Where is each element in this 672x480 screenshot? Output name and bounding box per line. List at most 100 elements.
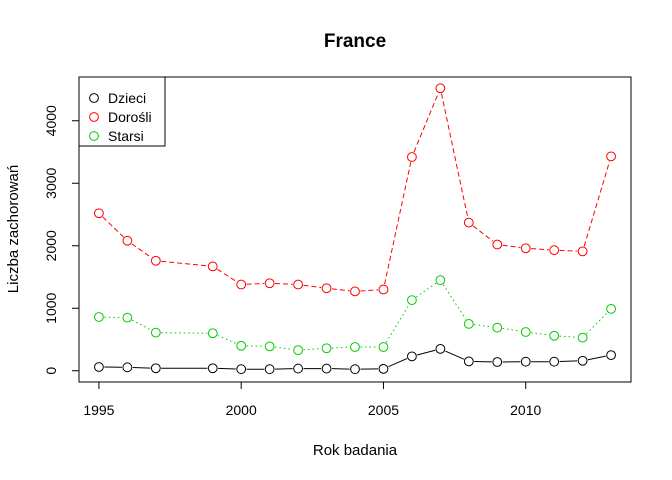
data-point (236, 279, 247, 290)
series-line-segment (416, 282, 437, 298)
series-line-segment (331, 288, 350, 292)
data-point (293, 345, 303, 356)
series-line-segment (472, 225, 494, 242)
series-Starsi (94, 275, 616, 356)
series-line-segment (331, 346, 350, 349)
data-point (94, 362, 104, 372)
series-line-segment (583, 161, 611, 247)
x-tick-label: 1995 (83, 402, 114, 418)
data-point (350, 364, 360, 375)
data-point (435, 275, 446, 286)
data-point (435, 343, 446, 354)
series-line-segment (303, 284, 322, 289)
series-layer (94, 83, 616, 375)
data-point (549, 356, 560, 367)
legend-label: Dzieci (108, 90, 146, 106)
legend-label: Dorośli (108, 109, 152, 125)
y-axis-label: Liczba zachorowań (5, 165, 22, 293)
data-point (463, 217, 474, 228)
data-point (549, 330, 560, 341)
series-line-segment (531, 332, 549, 336)
data-point (207, 261, 218, 272)
data-point (549, 245, 560, 256)
data-point (520, 243, 531, 254)
data-point (606, 350, 616, 361)
series-line-segment (161, 332, 208, 334)
data-point (378, 342, 389, 352)
data-point (463, 318, 474, 329)
series-line-segment (388, 358, 408, 368)
y-tick-label: 0 (43, 367, 59, 375)
y-tick-label: 3000 (43, 167, 59, 198)
series-line-segment (131, 243, 152, 259)
data-point (236, 340, 247, 351)
series-line-segment (502, 327, 521, 332)
data-point (264, 364, 275, 375)
series-line-segment (132, 366, 151, 369)
series-line-segment (384, 162, 412, 285)
data-point (207, 363, 218, 374)
series-line-segment (559, 335, 578, 338)
series-line-segment (417, 349, 436, 356)
series-line-segment (274, 346, 293, 350)
data-point (407, 295, 417, 306)
series-line-segment (303, 348, 322, 351)
y-tick-label: 4000 (43, 105, 59, 136)
series-line-segment (442, 284, 467, 320)
data-point (577, 355, 588, 366)
series-line-segment (161, 260, 208, 267)
data-point (150, 327, 161, 338)
series-line-segment (217, 334, 237, 345)
legend-marker (89, 112, 99, 122)
series-line-segment (217, 268, 237, 283)
series-Dzieci (94, 343, 616, 375)
data-point (207, 328, 218, 339)
data-point (407, 152, 417, 162)
series-line-segment (587, 355, 606, 361)
series-line-segment (440, 93, 469, 218)
x-tick-label: 2010 (510, 402, 541, 418)
series-line-segment (559, 360, 578, 363)
legend-marker (89, 93, 99, 103)
series-line-segment (445, 350, 465, 360)
data-point (94, 312, 104, 322)
y-tick-label: 2000 (43, 230, 59, 261)
x-axis-label: Rok badania (313, 442, 398, 459)
legend-label: Starsi (108, 128, 144, 144)
series-line-segment (586, 312, 608, 335)
data-point (122, 312, 133, 323)
data-point (293, 279, 303, 290)
data-point (435, 83, 446, 94)
data-point (492, 357, 503, 367)
data-point (577, 332, 588, 343)
data-point (150, 255, 161, 266)
data-point (606, 151, 616, 162)
legend-box (78, 76, 166, 147)
series-line-segment (360, 289, 379, 292)
y-axis: 0 1000 2000 3000 4000 (43, 105, 80, 375)
data-point (378, 363, 389, 374)
x-axis: 1995 2000 2005 2010 (83, 381, 542, 418)
data-point (321, 283, 332, 294)
series-line-segment (131, 319, 152, 331)
data-point (350, 342, 360, 352)
series-line-segment (385, 304, 410, 343)
x-tick-label: 2000 (226, 402, 257, 418)
series-Dorośli (94, 83, 616, 297)
data-point (122, 362, 133, 373)
data-point (378, 284, 389, 295)
data-point (321, 363, 332, 374)
series-line-segment (531, 248, 549, 251)
data-point (606, 303, 616, 314)
data-point (321, 343, 332, 354)
series-line-segment (275, 282, 293, 285)
data-point (407, 351, 417, 362)
series-line-segment (218, 367, 236, 370)
series-line-segment (559, 249, 578, 252)
data-point (236, 364, 247, 375)
chart-title: France (324, 31, 386, 52)
data-point (94, 208, 104, 219)
data-point (293, 363, 303, 374)
series-line-segment (102, 216, 124, 238)
